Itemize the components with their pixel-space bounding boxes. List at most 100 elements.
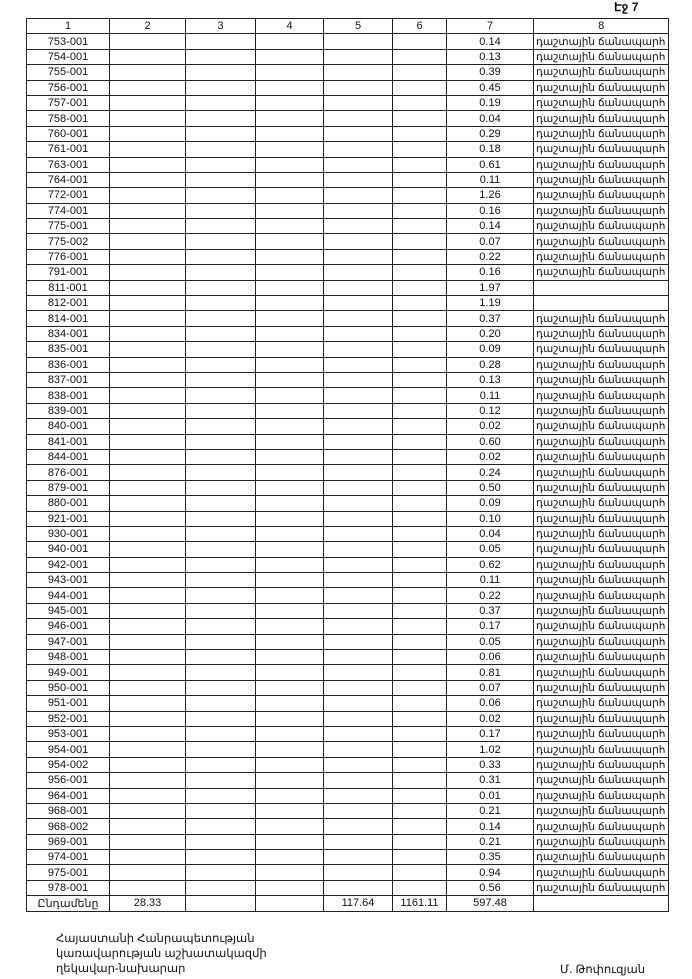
parcel-code: 838-001 <box>26 387 110 404</box>
col-3 <box>185 418 256 435</box>
col-6 <box>392 325 447 343</box>
land-use-type: դաշտային ճանապարհ <box>532 402 670 420</box>
col-5 <box>323 110 393 127</box>
col-3 <box>185 802 256 820</box>
col-5 <box>323 818 393 835</box>
col-6 <box>392 94 447 112</box>
col-2 <box>109 772 186 789</box>
area-value: 0.61 <box>446 156 534 173</box>
col-4 <box>255 618 324 635</box>
table-row: 978-001 0.56 դաշտային ճանապարհ <box>26 879 670 897</box>
col-2 <box>109 587 186 604</box>
area-value: 0.60 <box>446 433 534 450</box>
table-row: 940-001 0.05 դաշտային ճանապարհ <box>26 541 670 558</box>
col-2 <box>109 448 186 466</box>
col-5 <box>323 679 393 697</box>
col-2 <box>109 94 186 112</box>
col-6 <box>392 602 447 620</box>
table-row: 949-001 0.81 դաշտային ճանապարհ <box>26 664 670 681</box>
col-6 <box>392 802 447 820</box>
table-row: 755-001 0.39 դաշտային ճանապարհ <box>26 64 670 81</box>
col-5 <box>323 849 393 866</box>
land-use-type: դաշտային ճանապարհ <box>532 171 670 189</box>
col-4 <box>255 879 324 897</box>
col-4 <box>255 33 324 50</box>
col-4 <box>255 649 324 666</box>
col-6 <box>392 64 447 81</box>
col-5 <box>323 448 393 466</box>
col-2 <box>109 864 186 881</box>
parcel-code: 839-001 <box>26 402 110 420</box>
col-5 <box>323 171 393 189</box>
col-2 <box>109 418 186 435</box>
col-2 <box>109 756 186 774</box>
land-use-type: դաշտային ճանապարհ <box>532 464 670 481</box>
parcel-code: 760-001 <box>26 125 110 143</box>
area-value: 1.97 <box>446 279 534 297</box>
col-3 <box>185 387 256 404</box>
col-5 <box>323 94 393 112</box>
col-2 <box>109 341 186 358</box>
col-4 <box>255 295 324 312</box>
col-2 <box>109 202 186 220</box>
col-3 <box>185 171 256 189</box>
table-row: 969-001 0.21 դաշտային ճանապարհ <box>26 833 670 851</box>
col-5 <box>323 156 393 173</box>
table-row: 772-001 1.26 դաշտային ճանապարհ <box>26 187 670 204</box>
col-2 <box>109 171 186 189</box>
land-use-type: դաշտային ճանապարհ <box>532 864 670 881</box>
land-use-type: դաշտային ճանապարհ <box>532 356 670 373</box>
area-value: 0.81 <box>446 664 534 681</box>
col-2 <box>109 879 186 897</box>
land-use-type: դաշտային ճանապարհ <box>532 156 670 173</box>
header-col-6: 6 <box>392 17 447 35</box>
col-6 <box>392 525 447 543</box>
table-row: 761-001 0.18 դաշտային ճանապարհ <box>26 141 670 158</box>
col-5 <box>323 218 393 235</box>
col-3 <box>185 402 256 420</box>
col-3 <box>185 756 256 774</box>
col-4 <box>255 433 324 450</box>
col-4 <box>255 479 324 497</box>
area-value: 0.16 <box>446 202 534 220</box>
parcel-code: 876-001 <box>26 464 110 481</box>
land-use-type: դաշտային ճանապարհ <box>532 325 670 343</box>
land-use-type: դաշտային ճանապարհ <box>532 495 670 512</box>
table-row: 950-001 0.07 դաշտային ճանապարհ <box>26 679 670 697</box>
table-row: 835-001 0.09 դաշտային ճանապարհ <box>26 341 670 358</box>
col-2 <box>109 79 186 96</box>
parcel-code: 756-001 <box>26 79 110 96</box>
table-row: 947-001 0.05 դաշտային ճանապարհ <box>26 633 670 651</box>
land-use-type: դաշտային ճանապարհ <box>532 479 670 497</box>
table-row: 968-001 0.21 դաշտային ճանապարհ <box>26 802 670 820</box>
col-2 <box>109 295 186 312</box>
area-value: 0.10 <box>446 510 534 527</box>
table-row: 775-002 0.07 դաշտային ճանապարհ <box>26 233 670 250</box>
col-6 <box>392 187 447 204</box>
table-row: 945-001 0.37 դաշտային ճանապարհ <box>26 602 670 620</box>
col-4 <box>255 510 324 527</box>
table-row: 974-001 0.35 դաշտային ճանապարհ <box>26 849 670 866</box>
col-3 <box>185 572 256 589</box>
col-3 <box>185 187 256 204</box>
table-row: 836-001 0.28 դաշտային ճանապարհ <box>26 356 670 373</box>
area-value: 0.06 <box>446 695 534 712</box>
land-use-type: դաշտային ճանապարհ <box>532 818 670 835</box>
table-row: 757-001 0.19 դաշտային ճանապարհ <box>26 94 670 112</box>
table-row: 942-001 0.62 դաշտային ճանապարհ <box>26 556 670 574</box>
col-3 <box>185 479 256 497</box>
col-5 <box>323 479 393 497</box>
col-5 <box>323 79 393 96</box>
area-value: 0.37 <box>446 602 534 620</box>
land-use-type: դաշտային ճանապարհ <box>532 833 670 851</box>
parcel-code: 879-001 <box>26 479 110 497</box>
land-use-type: դաշտային ճանապարհ <box>532 110 670 127</box>
col-3 <box>185 556 256 574</box>
col-2 <box>109 48 186 66</box>
parcel-code: 758-001 <box>26 110 110 127</box>
table-row: 948-001 0.06 դաշտային ճանապարհ <box>26 649 670 666</box>
col-4 <box>255 202 324 220</box>
col-5 <box>323 618 393 635</box>
col-2 <box>109 541 186 558</box>
parcel-code: 950-001 <box>26 679 110 697</box>
